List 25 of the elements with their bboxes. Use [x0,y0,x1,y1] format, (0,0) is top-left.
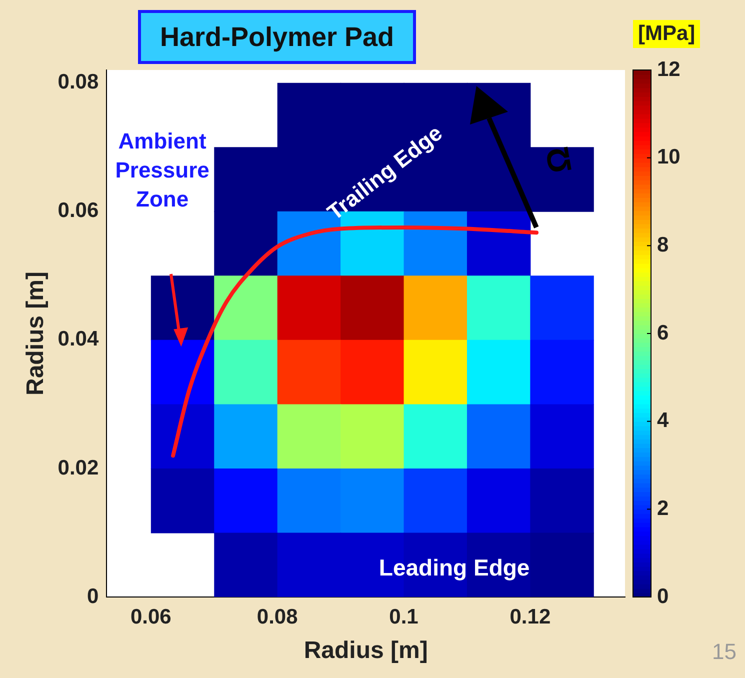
color-bar-label: 2 [657,496,669,520]
color-bar-label: 8 [657,233,669,256]
x-tick-label: 0.08 [256,605,298,628]
annotation: Ambient Pressure Zone [114,127,210,214]
y-axis-title: Radius [m] [22,271,50,396]
text: 15 [712,639,736,665]
annotation: Ω [538,144,580,176]
color-bar-title: [MPa] [633,20,700,48]
y-tick-label: 0.02 [58,456,99,480]
color-bar-label: 12 [657,58,680,81]
color-bar-label: 6 [657,321,669,344]
annotation: Leading Edge [378,554,530,582]
color-bar-label: 0 [657,584,669,608]
chart-title: Hard-Polymer Pad [138,10,416,64]
y-tick-label: 0.08 [58,70,99,94]
x-tick-label: 0.12 [510,605,551,628]
x-tick-label: 0.06 [130,605,172,628]
line-series [171,225,539,458]
x-tick-label: 0.1 [389,605,419,628]
y-tick-label: 0.06 [58,199,99,222]
y-tick-label: 0.04 [58,328,99,351]
x-axis-title: Radius [m] [304,637,428,664]
color-bar-label: 10 [657,146,680,169]
color-bar-label: 4 [657,409,669,432]
y-tick-label: 0 [86,584,99,608]
